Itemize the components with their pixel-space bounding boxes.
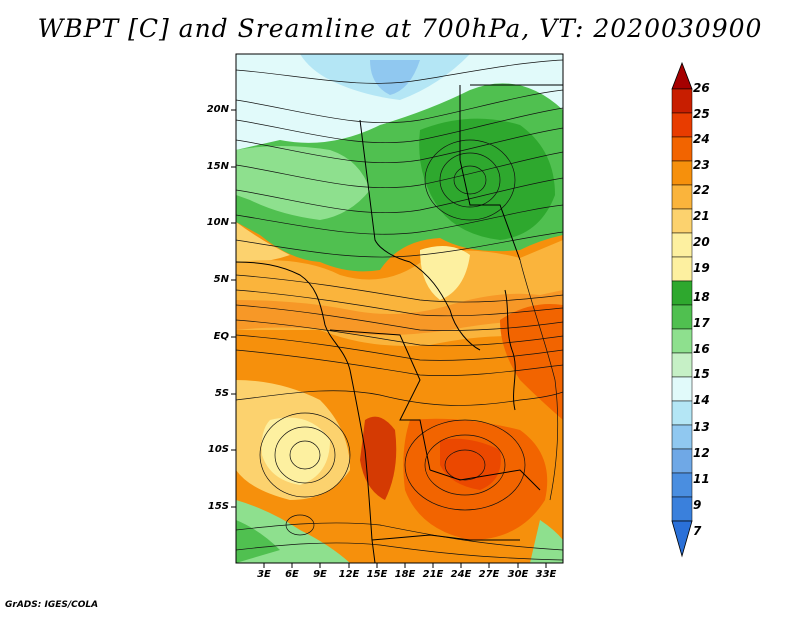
colorbar-label: 9 [693,498,702,512]
lon-label: 15E [366,569,388,580]
colorbar-label: 18 [693,290,710,304]
colorbar-segment [671,160,693,186]
lon-label: 6E [285,569,299,580]
colorbar-segment [671,304,693,330]
borders [236,84,563,563]
colorbar-segment [671,232,693,258]
lat-label: 10S [207,444,229,455]
colorbar-label: 23 [693,158,710,172]
colorbar-label: 12 [693,446,710,460]
colorbar-label: 11 [693,472,710,486]
lon-label: 30E [507,569,529,580]
colorbar-label: 17 [693,316,710,330]
lat-label: 20N [206,104,229,115]
lat-label: 15N [206,161,229,172]
colorbar-top-arrow [671,61,693,90]
colorbar-segment [671,256,693,282]
colorbar-segment [671,136,693,162]
colorbar-label: 20 [693,235,710,249]
colorbar-segment [671,496,693,522]
lon-label: 21E [422,569,444,580]
colorbar-label: 24 [693,132,710,146]
colorbar-segment [671,88,693,114]
streamlines [236,59,563,561]
colorbar-segment [671,424,693,450]
colorbar-segment [671,352,693,378]
colorbar-label: 7 [693,524,702,538]
colorbar-segment [671,376,693,402]
colorbar-bottom-arrow [671,520,693,558]
lat-label: 5S [214,388,229,399]
colorbar-label: 22 [693,183,710,197]
lon-label: 24E [450,569,472,580]
plot-title: WBPT [C] and Sreamline at 700hPa, VT: 20… [37,14,763,43]
lon-label: 9E [313,569,327,580]
colorbar-label: 14 [693,393,710,407]
colorbar-label: 15 [693,367,710,381]
footer-credit: GrADS: IGES/COLA [5,600,99,610]
colorbar-segment [671,400,693,426]
colorbar [671,61,693,558]
map-frame [235,53,564,564]
lon-label: 3E [257,569,271,580]
colorbar-label: 16 [693,342,710,356]
lon-label: 12E [338,569,360,580]
axis-ticks [231,109,547,568]
wbpt-shading [236,54,563,563]
lat-label: 10N [206,217,229,228]
colorbar-label: 26 [693,81,710,95]
lon-label: 33E [535,569,557,580]
colorbar-segment [671,280,693,306]
colorbar-label: 21 [693,209,710,223]
colorbar-label: 25 [693,107,710,121]
lat-label: 5N [213,274,229,285]
lat-label: 15S [207,501,229,512]
colorbar-segment [671,328,693,354]
colorbar-segment [671,448,693,474]
colorbar-label: 19 [693,261,710,275]
colorbar-segment [671,208,693,234]
colorbar-segment [671,184,693,210]
lat-label: EQ [213,331,229,342]
lon-label: 18E [394,569,416,580]
colorbar-segment [671,472,693,498]
colorbar-label: 13 [693,420,710,434]
colorbar-segment [671,112,693,138]
lon-label: 27E [478,569,500,580]
